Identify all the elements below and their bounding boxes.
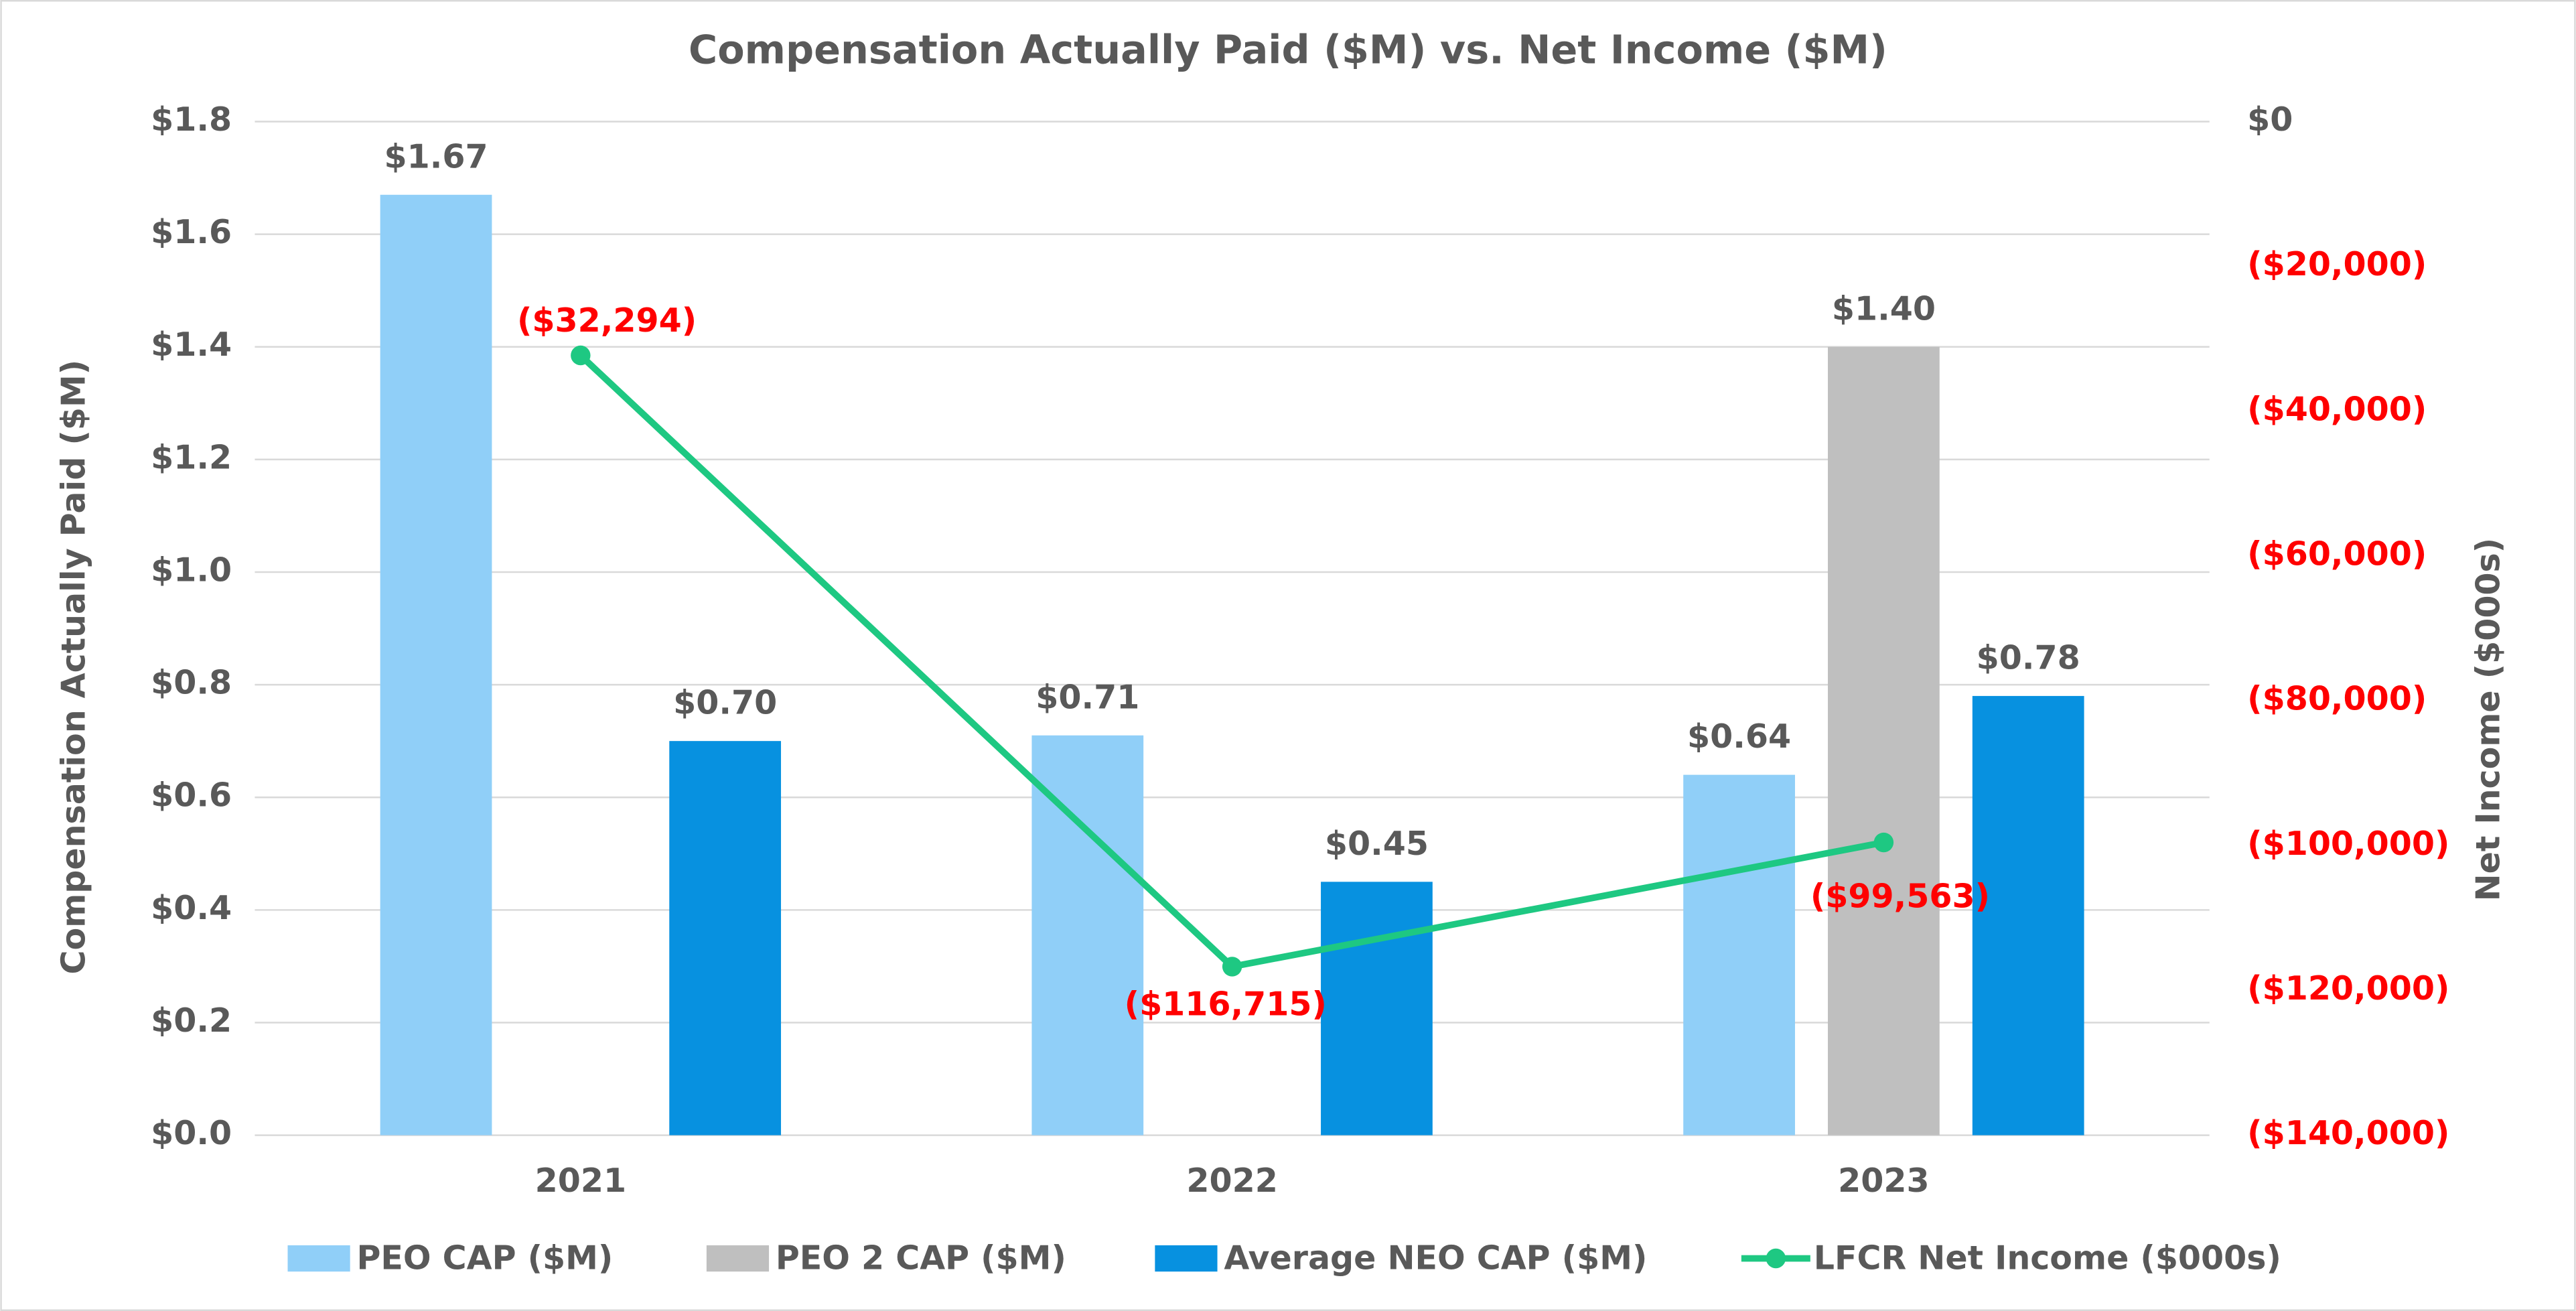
- bar: [1972, 695, 2084, 1135]
- legend-label: PEO 2 CAP ($M): [776, 1238, 1066, 1277]
- y-tick-label: $0.8: [151, 663, 232, 702]
- x-tick-label: 2022: [1186, 1161, 1277, 1200]
- legend-label: PEO CAP ($M): [356, 1238, 613, 1277]
- y2-tick-label: ($60,000): [2247, 534, 2427, 573]
- legend-label: Average NEO CAP ($M): [1224, 1238, 1647, 1277]
- legend-swatch: [287, 1245, 350, 1272]
- y2-tick-label: ($20,000): [2247, 245, 2427, 283]
- y-axis-title: Compensation Actually Paid ($M): [54, 360, 93, 975]
- line-value-label: ($99,563): [1810, 876, 1990, 915]
- line-marker: [571, 345, 591, 366]
- legend-swatch: [1155, 1245, 1218, 1272]
- y-tick-label: $1.8: [151, 100, 232, 139]
- legend-marker: [1766, 1248, 1786, 1269]
- y-tick-label: $0.2: [151, 1001, 232, 1040]
- y-tick-label: $0.0: [151, 1113, 232, 1152]
- bar-value-label: $0.64: [1687, 717, 1791, 756]
- bar-value-label: $1.40: [1832, 289, 1936, 328]
- x-tick-label: 2023: [1838, 1161, 1929, 1200]
- y-tick-label: $0.4: [151, 888, 232, 927]
- y2-tick-label: $0: [2247, 100, 2293, 139]
- bar-value-label: $0.71: [1035, 677, 1139, 716]
- line-marker: [1222, 957, 1242, 977]
- y-tick-label: $1.2: [151, 437, 232, 476]
- y-tick-label: $1.6: [151, 212, 232, 251]
- bar: [669, 741, 782, 1135]
- legend-label: LFCR Net Income ($000s): [1814, 1238, 2281, 1277]
- legend-swatch: [706, 1245, 770, 1272]
- bar: [1031, 735, 1144, 1135]
- bar: [1683, 774, 1795, 1135]
- line-value-label: ($116,715): [1125, 984, 1327, 1023]
- bar: [380, 194, 492, 1135]
- bar-value-label: $0.70: [673, 683, 777, 722]
- y-tick-label: $1.0: [151, 550, 232, 589]
- bar: [1321, 882, 1433, 1135]
- y-tick-label: $0.6: [151, 776, 232, 815]
- line-value-label: ($32,294): [517, 301, 697, 340]
- y2-tick-label: ($100,000): [2247, 824, 2449, 863]
- y2-tick-label: ($120,000): [2247, 969, 2449, 1008]
- y2-tick-label: ($140,000): [2247, 1113, 2449, 1152]
- bar-value-label: $0.78: [1977, 638, 2080, 677]
- y2-axis-title: Net Income ($000s): [2469, 538, 2508, 902]
- bar-value-label: $0.45: [1325, 824, 1429, 863]
- y2-tick-label: ($80,000): [2247, 679, 2427, 718]
- line-marker: [1873, 832, 1894, 853]
- y-tick-label: $1.4: [151, 325, 232, 364]
- y2-tick-label: ($40,000): [2247, 389, 2427, 428]
- bar-value-label: $1.67: [384, 137, 488, 176]
- x-tick-label: 2021: [535, 1161, 626, 1200]
- bar: [1828, 346, 1940, 1135]
- chart-title: Compensation Actually Paid ($M) vs. Net …: [689, 27, 1887, 73]
